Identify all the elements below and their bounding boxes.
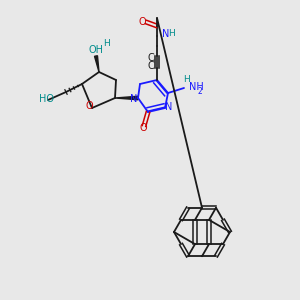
Text: C: C xyxy=(148,61,154,71)
Text: C: C xyxy=(148,53,154,63)
Text: O: O xyxy=(138,17,146,27)
Polygon shape xyxy=(94,56,99,72)
Text: H: H xyxy=(103,40,110,49)
Text: N: N xyxy=(162,29,169,39)
Text: 2: 2 xyxy=(198,88,203,97)
Text: N: N xyxy=(165,102,173,112)
Text: O: O xyxy=(139,123,147,133)
Text: H: H xyxy=(168,29,175,38)
Text: HO: HO xyxy=(40,94,55,104)
Text: H: H xyxy=(183,76,189,85)
Text: NH: NH xyxy=(189,82,204,92)
Polygon shape xyxy=(115,96,138,100)
Text: OH: OH xyxy=(88,45,104,55)
Text: O: O xyxy=(85,101,93,111)
Text: N: N xyxy=(130,94,138,104)
